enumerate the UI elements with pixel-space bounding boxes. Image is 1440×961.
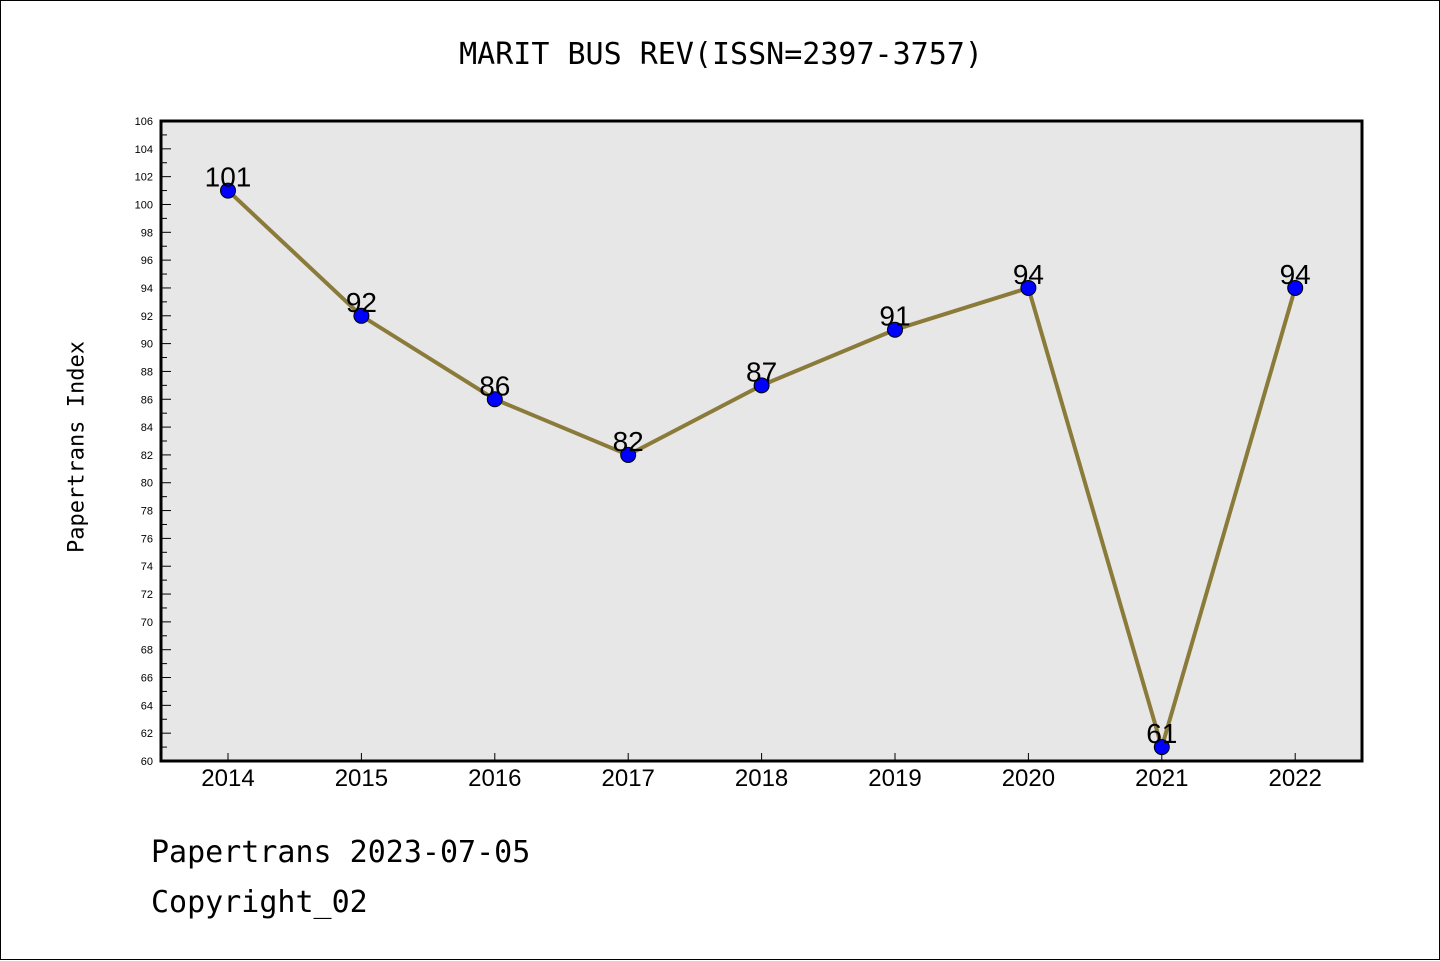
x-tick-label: 2014 <box>201 765 254 792</box>
data-point <box>1153 739 1170 756</box>
data-point <box>486 391 503 408</box>
chart-title: MARIT BUS REV(ISSN=2397-3757) <box>459 37 983 72</box>
y-tick-label: 74 <box>141 561 153 573</box>
data-label: 82 <box>613 426 644 457</box>
data-point <box>220 182 236 199</box>
data-point <box>353 307 370 324</box>
y-tick-label: 104 <box>135 144 153 156</box>
y-tick-label: 98 <box>141 227 153 239</box>
x-tick-label: 2016 <box>468 765 521 792</box>
data-label: 92 <box>346 287 377 318</box>
y-tick-label: 84 <box>141 422 153 434</box>
y-tick-label: 78 <box>141 506 153 518</box>
y-tick-label: 92 <box>141 311 153 323</box>
y-tick-label: 88 <box>141 366 153 378</box>
x-tick-label: 2022 <box>1269 765 1322 792</box>
y-tick-label: 62 <box>141 728 153 740</box>
y-tick-label: 100 <box>135 199 153 211</box>
data-point <box>620 446 637 463</box>
data-point <box>753 377 770 394</box>
x-tick-label: 2017 <box>602 765 655 792</box>
x-tick-label: 2018 <box>735 765 788 792</box>
footer-copyright: Copyright_02 <box>151 885 368 920</box>
data-point <box>1287 279 1304 296</box>
footer-date: Papertrans 2023-07-05 <box>151 835 531 870</box>
y-tick-label: 102 <box>135 172 153 184</box>
y-tick-label: 94 <box>141 283 153 295</box>
y-tick-label: 60 <box>141 756 153 768</box>
y-tick-label: 64 <box>141 700 153 712</box>
y-tick-label: 82 <box>141 450 153 462</box>
plot-area <box>161 121 1362 761</box>
plot-border <box>159 119 1364 763</box>
y-tick-label: 68 <box>141 645 153 657</box>
y-tick-label: 96 <box>141 255 153 267</box>
x-tick-label: 2021 <box>1135 765 1188 792</box>
y-tick-label: 80 <box>141 478 153 490</box>
x-tick-label: 2020 <box>1002 765 1055 792</box>
data-label: 87 <box>746 356 777 387</box>
data-label: 91 <box>879 301 910 332</box>
y-tick-label: 90 <box>141 339 153 351</box>
y-tick-label: 106 <box>135 116 153 128</box>
data-label: 94 <box>1013 259 1044 290</box>
data-label: 101 <box>205 162 252 193</box>
y-tick-label: 76 <box>141 533 153 545</box>
data-label: 86 <box>479 370 510 401</box>
y-tick-label: 86 <box>141 394 153 406</box>
y-tick-label: 72 <box>141 589 153 601</box>
x-tick-label: 2019 <box>868 765 921 792</box>
data-label: 94 <box>1280 259 1311 290</box>
y-tick-label: 70 <box>141 617 153 629</box>
y-tick-label: 66 <box>141 673 153 685</box>
data-point <box>887 321 903 338</box>
data-point <box>1020 279 1037 296</box>
x-tick-label: 2015 <box>335 765 388 792</box>
data-label: 61 <box>1146 718 1177 749</box>
